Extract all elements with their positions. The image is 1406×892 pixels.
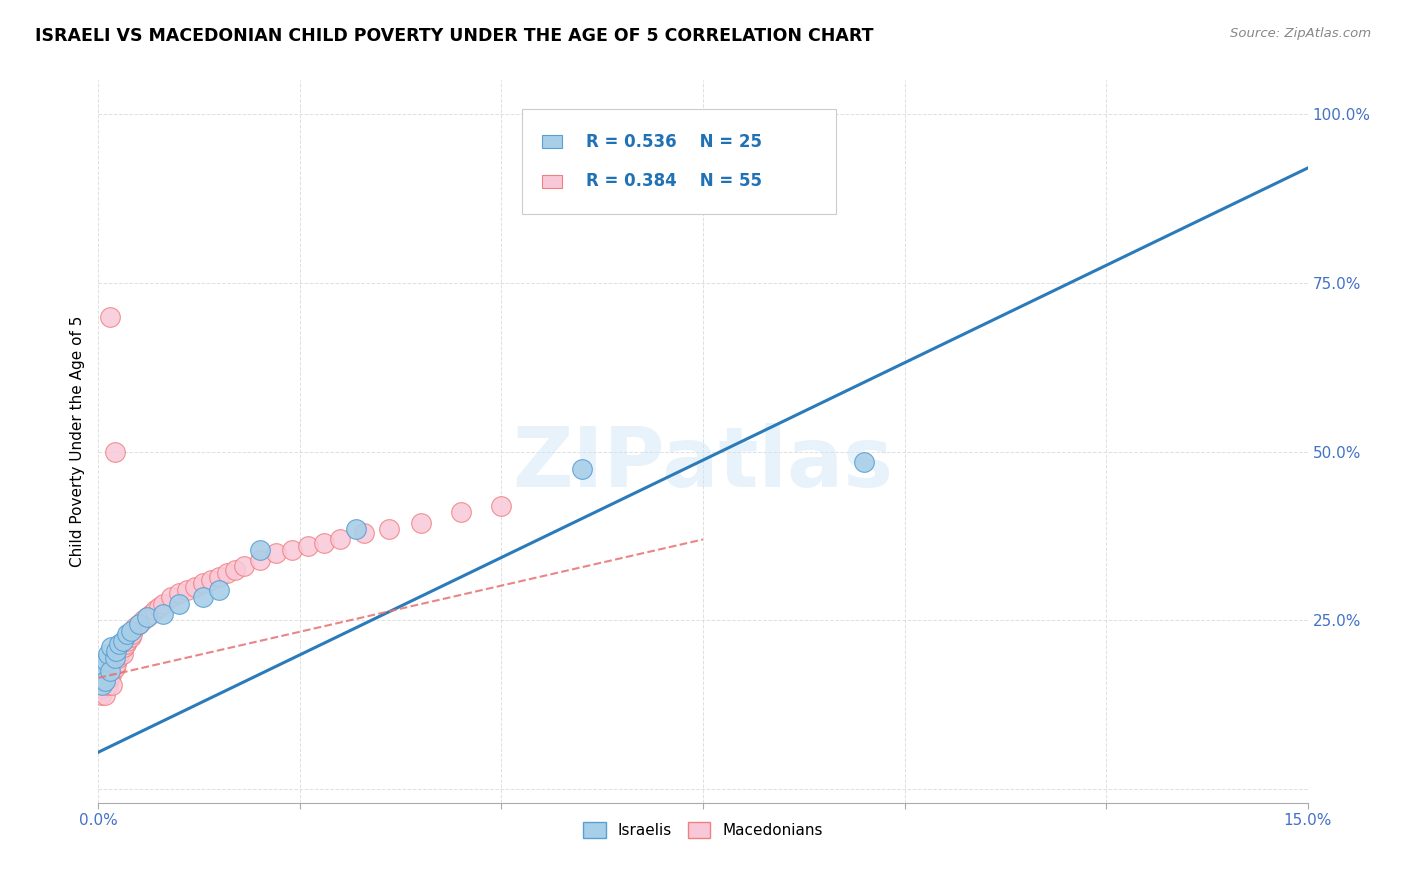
- Point: [105, 644, 128, 658]
- Point: [160, 590, 183, 604]
- Point: [97, 671, 120, 685]
- Point: [94, 674, 117, 689]
- Point: [853, 455, 876, 469]
- Point: [232, 559, 254, 574]
- Point: [112, 640, 135, 655]
- Point: [128, 616, 150, 631]
- Point: [97, 647, 120, 661]
- Point: [108, 647, 131, 661]
- Point: [193, 590, 215, 604]
- Point: [491, 499, 513, 513]
- Point: [94, 674, 117, 689]
- Point: [98, 310, 121, 324]
- FancyBboxPatch shape: [543, 175, 562, 188]
- Point: [111, 633, 134, 648]
- Point: [128, 616, 150, 631]
- Point: [249, 552, 271, 566]
- Point: [100, 640, 122, 655]
- Point: [89, 678, 111, 692]
- Point: [224, 563, 246, 577]
- Point: [344, 522, 367, 536]
- Point: [107, 637, 129, 651]
- Point: [329, 533, 352, 547]
- Point: [98, 664, 121, 678]
- Point: [281, 542, 304, 557]
- Point: [176, 583, 198, 598]
- Text: Source: ZipAtlas.com: Source: ZipAtlas.com: [1230, 27, 1371, 40]
- Point: [377, 522, 399, 536]
- Text: R = 0.384    N = 55: R = 0.384 N = 55: [586, 172, 762, 190]
- Point: [120, 624, 142, 638]
- Point: [90, 688, 112, 702]
- Point: [132, 614, 155, 628]
- Point: [121, 627, 143, 641]
- Point: [120, 631, 142, 645]
- Point: [208, 569, 231, 583]
- Point: [450, 505, 472, 519]
- Point: [249, 542, 271, 557]
- Point: [200, 573, 222, 587]
- Text: ZIPatlas: ZIPatlas: [513, 423, 893, 504]
- Point: [100, 661, 122, 675]
- FancyBboxPatch shape: [543, 136, 562, 148]
- Point: [152, 607, 174, 621]
- Point: [193, 576, 215, 591]
- Text: ISRAELI VS MACEDONIAN CHILD POVERTY UNDER THE AGE OF 5 CORRELATION CHART: ISRAELI VS MACEDONIAN CHILD POVERTY UNDE…: [35, 27, 873, 45]
- Point: [111, 647, 134, 661]
- Point: [91, 671, 114, 685]
- Point: [93, 678, 115, 692]
- Point: [91, 681, 114, 695]
- Point: [89, 664, 111, 678]
- Point: [314, 536, 336, 550]
- Point: [90, 678, 112, 692]
- Point: [139, 607, 162, 621]
- Point: [91, 671, 114, 685]
- Point: [148, 599, 170, 614]
- Point: [167, 597, 190, 611]
- Point: [167, 586, 190, 600]
- Point: [93, 661, 115, 675]
- Point: [124, 620, 146, 634]
- Point: [103, 444, 125, 458]
- Point: [571, 461, 593, 475]
- Point: [90, 674, 112, 689]
- Point: [103, 650, 125, 665]
- Point: [101, 678, 124, 692]
- Point: [143, 603, 166, 617]
- Point: [98, 664, 121, 678]
- Point: [89, 684, 111, 698]
- Point: [217, 566, 239, 581]
- Y-axis label: Child Poverty Under the Age of 5: Child Poverty Under the Age of 5: [69, 316, 84, 567]
- Point: [96, 654, 118, 668]
- Text: R = 0.536    N = 25: R = 0.536 N = 25: [586, 133, 762, 151]
- Point: [97, 678, 120, 692]
- Point: [96, 667, 118, 681]
- Legend: Israelis, Macedonians: Israelis, Macedonians: [575, 814, 831, 846]
- Point: [100, 667, 122, 681]
- Point: [114, 637, 136, 651]
- Point: [135, 610, 157, 624]
- Point: [115, 627, 138, 641]
- Point: [297, 539, 319, 553]
- Point: [264, 546, 287, 560]
- Point: [107, 650, 129, 665]
- Point: [105, 657, 128, 672]
- Point: [152, 597, 174, 611]
- FancyBboxPatch shape: [522, 109, 837, 214]
- Point: [103, 661, 125, 675]
- Point: [135, 610, 157, 624]
- Point: [208, 583, 231, 598]
- Point: [184, 580, 207, 594]
- Point: [94, 688, 117, 702]
- Point: [353, 525, 375, 540]
- Point: [117, 633, 139, 648]
- Point: [409, 516, 432, 530]
